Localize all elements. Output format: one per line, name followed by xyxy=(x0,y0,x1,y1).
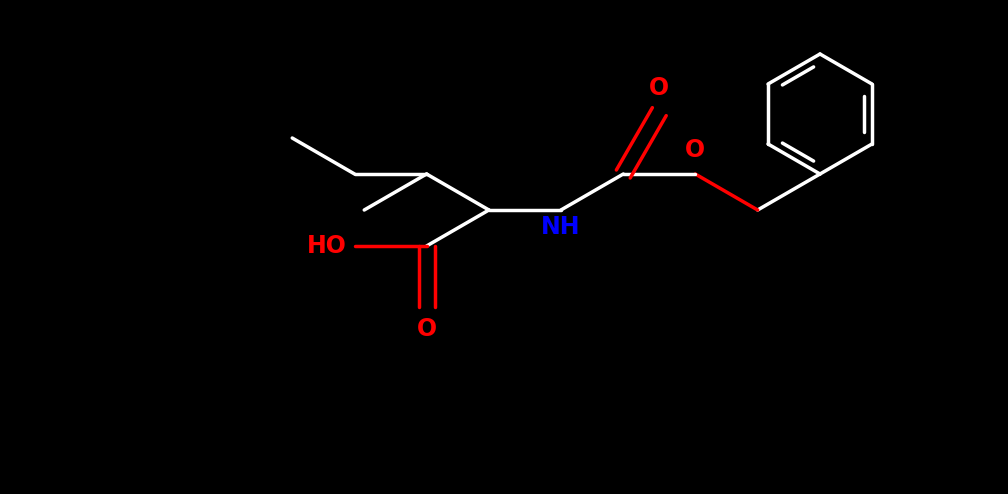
Text: HO: HO xyxy=(306,234,347,258)
Text: O: O xyxy=(416,317,436,341)
Text: O: O xyxy=(685,138,706,162)
Text: NH: NH xyxy=(541,215,581,239)
Text: O: O xyxy=(649,76,669,100)
